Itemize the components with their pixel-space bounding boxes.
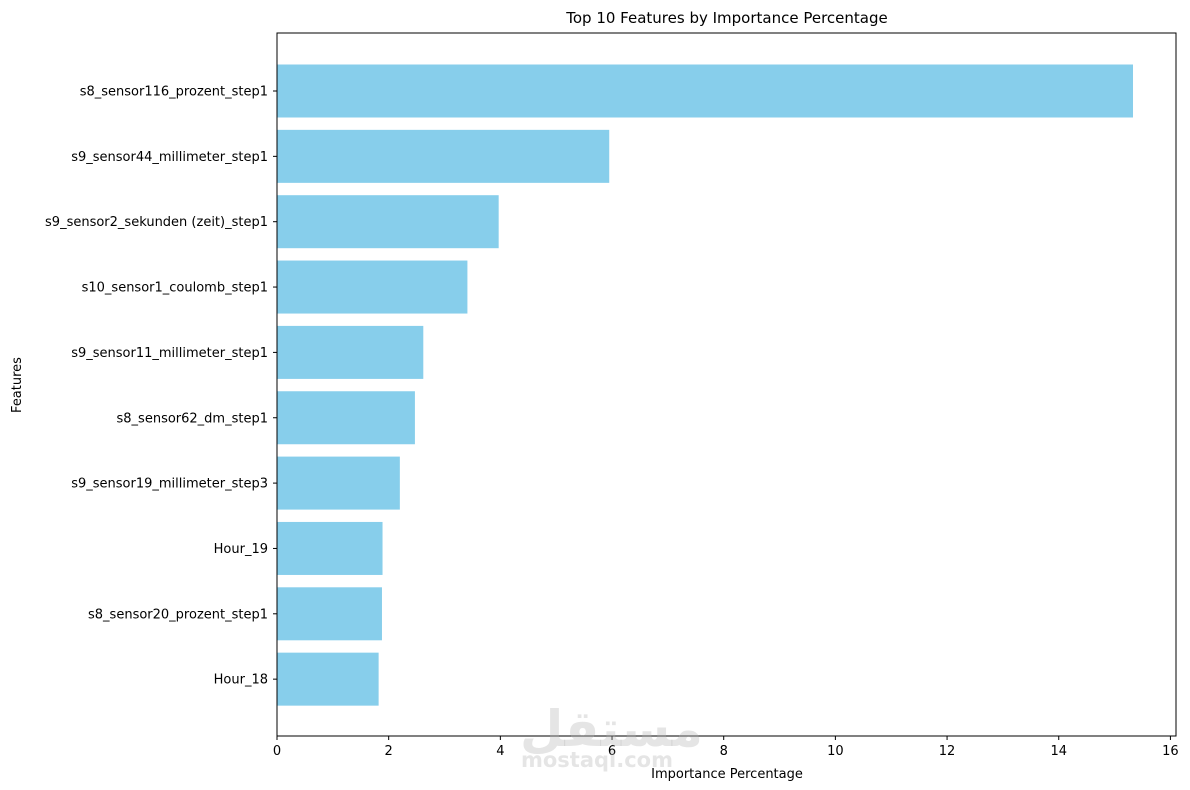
- bar: [277, 325, 424, 379]
- chart-title: Top 10 Features by Importance Percentage: [565, 9, 887, 27]
- x-tick-label: 12: [939, 744, 956, 759]
- x-tick-label: 16: [1162, 744, 1179, 759]
- watermark-arabic: مستقل: [520, 700, 703, 758]
- x-tick-label: 8: [720, 744, 728, 759]
- bar: [277, 260, 468, 314]
- y-tick-label: s8_sensor62_dm_step1: [117, 411, 268, 426]
- watermark-latin: mostaql.com: [521, 748, 673, 772]
- bar: [277, 587, 382, 641]
- y-tick-label: s9_sensor2_sekunden (zeit)_step1: [45, 215, 268, 230]
- bar: [277, 391, 415, 445]
- y-axis-label: Features: [10, 357, 25, 413]
- bar: [277, 456, 400, 510]
- y-tick-label: s9_sensor11_millimeter_step1: [71, 346, 268, 361]
- x-tick-label: 2: [385, 744, 393, 759]
- y-tick-label: s10_sensor1_coulomb_step1: [82, 281, 268, 296]
- y-tick-labels: s8_sensor116_prozent_step1 s9_sensor44_mi…: [45, 85, 277, 688]
- x-tick-label: 6: [608, 744, 616, 759]
- y-tick-label: s9_sensor19_millimeter_step3: [71, 477, 268, 492]
- y-tick-label: s8_sensor116_prozent_step1: [80, 85, 268, 100]
- plot-frame: [276, 32, 1177, 737]
- bar: [277, 129, 610, 183]
- bar: [277, 195, 499, 249]
- y-tick-label: Hour_18: [214, 673, 268, 688]
- x-ticks: 0 2 4 6 8 10 12 14 16: [273, 736, 1179, 759]
- y-tick-label: s8_sensor20_prozent_step1: [88, 607, 268, 622]
- x-tick-label: 4: [496, 744, 504, 759]
- bar: [277, 652, 379, 706]
- x-tick-label: 14: [1050, 744, 1067, 759]
- bar: [277, 64, 1134, 118]
- x-tick-label: 0: [273, 744, 281, 759]
- y-tick-label: s9_sensor44_millimeter_step1: [71, 150, 268, 165]
- x-tick-label: 10: [827, 744, 844, 759]
- bars-group: [277, 64, 1134, 706]
- bar: [277, 521, 383, 575]
- x-axis-label: Importance Percentage: [651, 767, 803, 782]
- y-tick-label: Hour_19: [214, 542, 268, 557]
